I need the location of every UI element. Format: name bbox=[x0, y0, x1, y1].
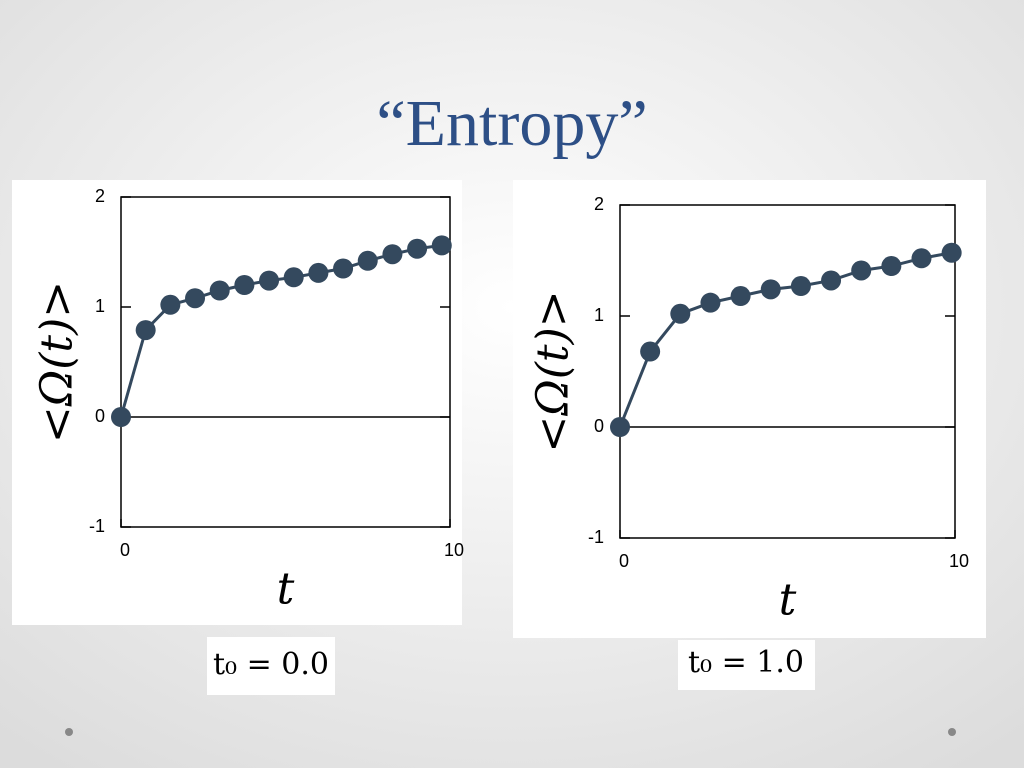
data-point bbox=[259, 270, 280, 291]
data-point bbox=[670, 303, 691, 324]
decor-dot bbox=[948, 728, 956, 736]
data-point bbox=[700, 292, 721, 313]
decor-dot bbox=[65, 728, 73, 736]
caption: t₀ = 1.0 bbox=[688, 645, 804, 680]
y-tick-label: 1 bbox=[594, 305, 604, 325]
data-point bbox=[610, 417, 630, 437]
caption-box bbox=[207, 637, 335, 695]
data-point bbox=[407, 238, 428, 259]
data-point bbox=[209, 280, 230, 301]
data-point bbox=[851, 260, 872, 281]
data-point bbox=[790, 276, 811, 297]
data-point bbox=[640, 341, 661, 362]
x-tick-label: 10 bbox=[949, 551, 969, 571]
data-point bbox=[111, 407, 131, 427]
data-point bbox=[760, 279, 781, 300]
y-tick-label: -1 bbox=[89, 516, 105, 536]
plot-frame bbox=[619, 204, 956, 539]
data-point bbox=[308, 262, 329, 283]
y-tick-label: -1 bbox=[588, 527, 604, 547]
panel bbox=[513, 180, 986, 638]
data-point bbox=[911, 248, 932, 269]
data-point bbox=[234, 275, 255, 295]
x-axis-label: t bbox=[779, 575, 797, 626]
data-point bbox=[333, 258, 354, 279]
y-tick-label: 2 bbox=[594, 194, 604, 214]
data-point bbox=[431, 235, 452, 256]
x-tick-label: 0 bbox=[120, 540, 130, 560]
x-tick-label: 10 bbox=[444, 540, 464, 560]
data-point bbox=[941, 242, 962, 263]
data-point bbox=[185, 288, 206, 309]
data-point bbox=[382, 244, 403, 265]
y-tick-label: 2 bbox=[95, 186, 105, 206]
data-point bbox=[881, 256, 902, 277]
data-point bbox=[283, 267, 304, 288]
caption: t₀ = 0.0 bbox=[213, 647, 329, 682]
plot-frame bbox=[120, 196, 451, 528]
data-point bbox=[730, 286, 751, 307]
caption-box bbox=[678, 640, 815, 690]
x-tick-label: 0 bbox=[619, 551, 629, 571]
x-axis-label: t bbox=[277, 564, 295, 615]
y-tick-label: 0 bbox=[594, 416, 604, 436]
data-point bbox=[821, 270, 842, 291]
y-axis-label: <Ω(t)> bbox=[32, 281, 83, 443]
y-tick-label: 0 bbox=[95, 406, 105, 426]
data-point bbox=[160, 294, 181, 315]
y-axis-label: <Ω(t)> bbox=[528, 290, 579, 452]
slide-title: “Entropy” bbox=[376, 87, 647, 160]
y-tick-label: 1 bbox=[95, 296, 105, 316]
data-point bbox=[357, 250, 378, 271]
data-point bbox=[135, 320, 156, 341]
